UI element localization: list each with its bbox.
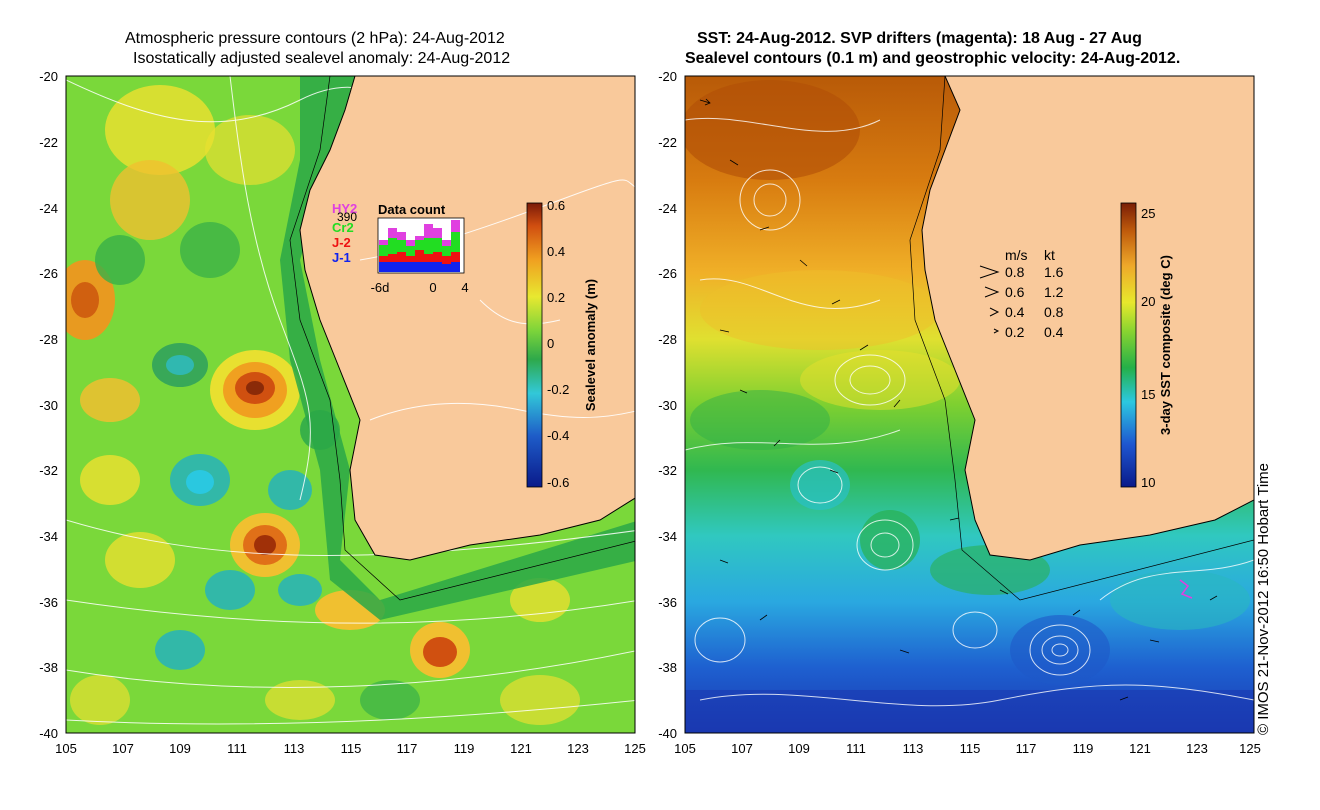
lat-tick: -38 bbox=[39, 660, 58, 675]
lon-tick: 109 bbox=[169, 741, 191, 756]
satellite-label-cr2: Cr2 bbox=[332, 220, 354, 235]
satellite-label-hy2: HY2 bbox=[332, 201, 357, 216]
data-count-inset: HY2 390 Cr2 J-2 J-1 Data count -6d 0 4 bbox=[332, 201, 469, 295]
lat-tick: -26 bbox=[658, 266, 677, 281]
sla-cbar-tick: 0 bbox=[547, 336, 554, 351]
lat-tick: -36 bbox=[39, 595, 58, 610]
satellite-label-j2: J-2 bbox=[332, 235, 351, 250]
lat-tick: -38 bbox=[658, 660, 677, 675]
sla-cbar-label: Sealevel anomaly (m) bbox=[583, 279, 598, 411]
sla-cbar-tick: -0.6 bbox=[547, 475, 569, 490]
legend-kt-value: 0.4 bbox=[1044, 324, 1064, 340]
legend-ms-value: 0.4 bbox=[1005, 304, 1025, 320]
lat-tick: -32 bbox=[658, 463, 677, 478]
sst-colorbar: 25 20 15 10 3-day SST composite (deg C) bbox=[1120, 202, 1173, 490]
data-count-value: 390 bbox=[337, 210, 357, 224]
lat-tick: -24 bbox=[658, 201, 677, 216]
lat-tick: -22 bbox=[658, 135, 677, 150]
lon-tick: 123 bbox=[567, 741, 589, 756]
lon-tick: 113 bbox=[284, 741, 305, 756]
sst-cbar-tick: 15 bbox=[1141, 387, 1155, 402]
australia-land-left bbox=[299, 76, 635, 561]
lon-tick: 111 bbox=[227, 741, 247, 756]
credit-text: © IMOS 21-Nov-2012 16:50 Hobart Time bbox=[1255, 462, 1272, 735]
lon-tick: 105 bbox=[674, 741, 696, 756]
lon-tick: 123 bbox=[1186, 741, 1208, 756]
sst-cbar-tick: 10 bbox=[1141, 475, 1155, 490]
sla-cbar-tick: -0.4 bbox=[547, 428, 569, 443]
lon-tick: 115 bbox=[960, 741, 981, 756]
lat-tick: -20 bbox=[658, 69, 677, 84]
legend-header-kt: kt bbox=[1044, 247, 1055, 263]
lon-tick: 107 bbox=[112, 741, 134, 756]
svp-drifter-track bbox=[1179, 579, 1193, 599]
lat-tick: -28 bbox=[658, 332, 677, 347]
lat-tick: -30 bbox=[658, 398, 677, 413]
left-lat-axis: -20 -22 -24 -26 -28 -30 -32 -34 -36 -38 … bbox=[39, 69, 58, 741]
data-count-bars bbox=[379, 220, 460, 272]
sla-cbar-tick: 0.4 bbox=[547, 244, 565, 259]
legend-kt-value: 0.8 bbox=[1044, 304, 1064, 320]
lat-tick: -20 bbox=[39, 69, 58, 84]
lon-tick: 119 bbox=[454, 741, 475, 756]
inset-xtick: 4 bbox=[461, 280, 468, 295]
legend-kt-value: 1.6 bbox=[1044, 264, 1064, 280]
lat-tick: -40 bbox=[39, 726, 58, 741]
lat-tick: -32 bbox=[39, 463, 58, 478]
lon-tick: 109 bbox=[788, 741, 810, 756]
lat-tick: -40 bbox=[658, 726, 677, 741]
inset-title: Data count bbox=[378, 202, 446, 217]
sla-cbar-tick: 0.2 bbox=[547, 290, 565, 305]
lon-tick: 119 bbox=[1073, 741, 1094, 756]
lon-tick: 115 bbox=[341, 741, 362, 756]
legend-ms-value: 0.2 bbox=[1005, 324, 1025, 340]
right-map bbox=[685, 76, 1254, 733]
sla-cbar-tick: 0.6 bbox=[547, 198, 565, 213]
left-title-line1: Atmospheric pressure contours (2 hPa): 2… bbox=[125, 30, 505, 47]
lon-tick: 125 bbox=[624, 741, 646, 756]
right-lon-axis: 105 107 109 111 113 115 117 119 121 123 … bbox=[674, 741, 1261, 756]
geostrophic-velocity-arrows bbox=[699, 98, 1218, 701]
lon-tick: 111 bbox=[846, 741, 866, 756]
lon-tick: 125 bbox=[1239, 741, 1261, 756]
legend-header-ms: m/s bbox=[1005, 247, 1028, 263]
left-lon-axis: 105 107 109 111 113 115 117 119 121 123 … bbox=[55, 741, 646, 756]
lon-tick: 107 bbox=[731, 741, 753, 756]
lat-tick: -22 bbox=[39, 135, 58, 150]
lat-tick: -26 bbox=[39, 266, 58, 281]
inset-xtick: -6d bbox=[371, 280, 390, 295]
sst-cbar-label: 3-day SST composite (deg C) bbox=[1158, 255, 1173, 435]
sla-cbar-tick: -0.2 bbox=[547, 382, 569, 397]
sla-colorbar: 0.6 0.4 0.2 0 -0.2 -0.4 -0.6 Sealevel an… bbox=[526, 198, 598, 490]
right-title-line2: Sealevel contours (0.1 m) and geostrophi… bbox=[685, 50, 1181, 67]
right-lat-axis: -20 -22 -24 -26 -28 -30 -32 -34 -36 -38 … bbox=[658, 69, 677, 741]
sealevel-contours bbox=[685, 117, 1254, 707]
satellite-label-j1: J-1 bbox=[332, 250, 351, 265]
legend-kt-value: 1.2 bbox=[1044, 284, 1064, 300]
australia-land-right bbox=[921, 76, 1254, 561]
lat-tick: -34 bbox=[39, 529, 58, 544]
inset-xtick: 0 bbox=[429, 280, 436, 295]
lon-tick: 117 bbox=[1016, 741, 1037, 756]
lat-tick: -36 bbox=[658, 595, 677, 610]
legend-ms-value: 0.6 bbox=[1005, 284, 1025, 300]
lon-tick: 105 bbox=[55, 741, 77, 756]
lon-tick: 121 bbox=[510, 741, 532, 756]
legend-ms-value: 0.8 bbox=[1005, 264, 1025, 280]
right-title-line1: SST: 24-Aug-2012. SVP drifters (magenta)… bbox=[697, 30, 1142, 47]
left-map bbox=[66, 76, 635, 733]
lat-tick: -30 bbox=[39, 398, 58, 413]
sst-cbar-tick: 20 bbox=[1141, 294, 1155, 309]
lat-tick: -34 bbox=[658, 529, 677, 544]
lon-tick: 117 bbox=[397, 741, 418, 756]
sst-cbar-tick: 25 bbox=[1141, 206, 1155, 221]
left-title-line2: Isostatically adjusted sealevel anomaly:… bbox=[133, 50, 511, 67]
lat-tick: -24 bbox=[39, 201, 58, 216]
sst-field-detail bbox=[685, 80, 1254, 733]
lon-tick: 121 bbox=[1129, 741, 1151, 756]
lon-tick: 113 bbox=[903, 741, 924, 756]
velocity-legend: m/s kt 0.8 1.6 0.6 1.2 0.4 0.8 0.2 0.4 bbox=[979, 247, 1064, 340]
lat-tick: -28 bbox=[39, 332, 58, 347]
